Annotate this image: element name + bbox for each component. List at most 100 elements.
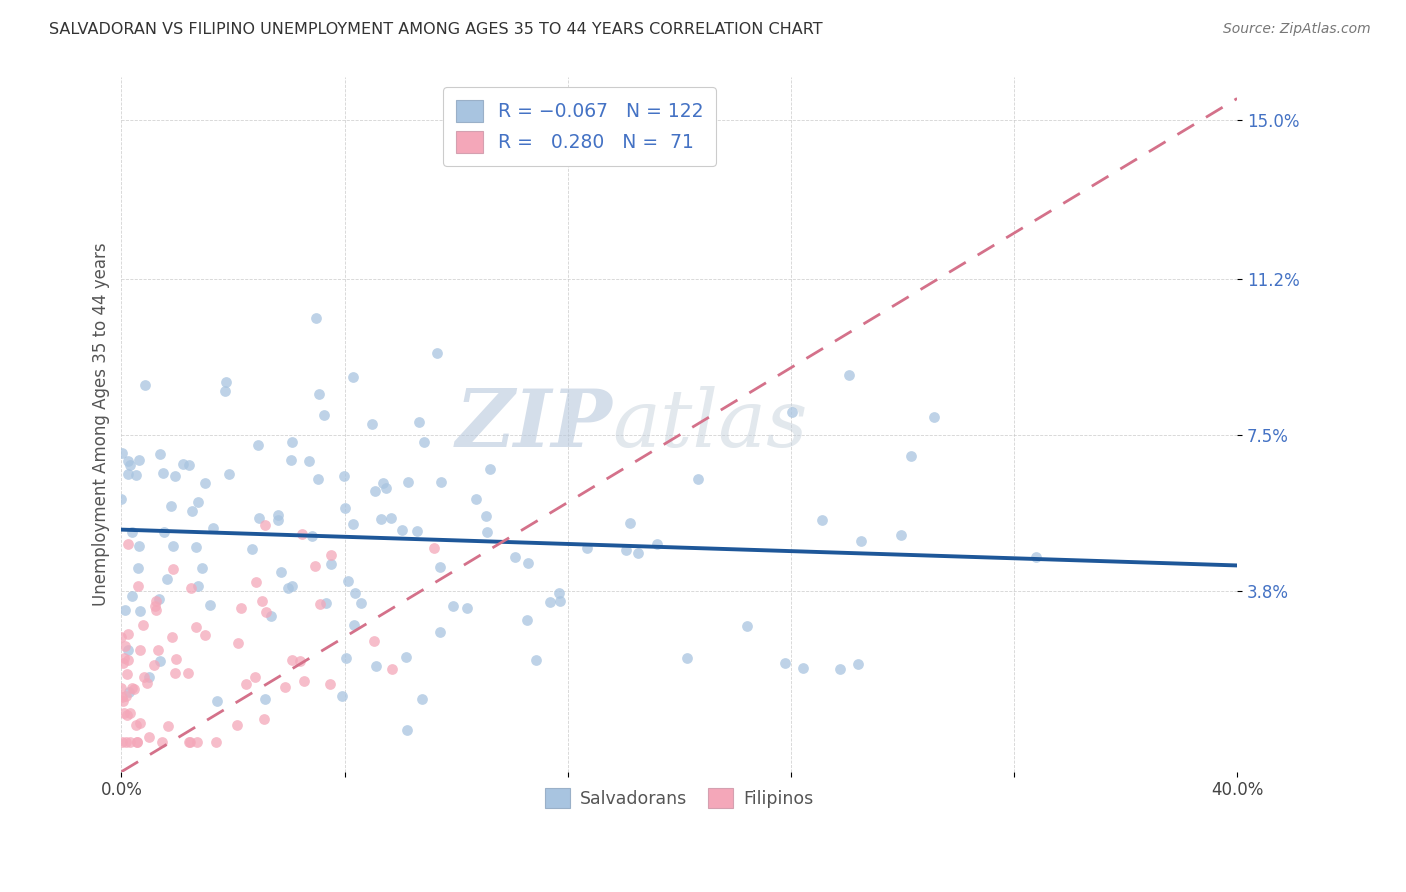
Point <box>163 469 186 483</box>
Point <box>117 627 139 641</box>
Point <box>179 735 201 749</box>
Point <box>117 667 139 681</box>
Point <box>408 415 430 429</box>
Point <box>117 467 139 482</box>
Point <box>184 540 207 554</box>
Point <box>889 528 911 542</box>
Point <box>111 735 134 749</box>
Point <box>319 557 342 571</box>
Point <box>292 674 315 689</box>
Point <box>274 680 297 694</box>
Point <box>291 527 314 541</box>
Point <box>846 657 869 672</box>
Point <box>172 458 194 472</box>
Point <box>247 438 270 452</box>
Point <box>112 706 135 721</box>
Point <box>319 677 342 691</box>
Point <box>191 560 214 574</box>
Point <box>138 731 160 745</box>
Point <box>380 510 402 524</box>
Point <box>900 450 922 464</box>
Point <box>426 346 449 360</box>
Point <box>187 579 209 593</box>
Point <box>148 592 170 607</box>
Point <box>179 735 201 749</box>
Point <box>315 596 337 610</box>
Point <box>125 467 148 482</box>
Point <box>288 654 311 668</box>
Point <box>110 630 132 644</box>
Point <box>456 600 478 615</box>
Point <box>429 625 451 640</box>
Point <box>335 501 357 516</box>
Point <box>619 516 641 531</box>
Point <box>118 685 141 699</box>
Point <box>148 643 170 657</box>
Point <box>160 630 183 644</box>
Point <box>688 472 710 486</box>
Point <box>838 368 860 382</box>
Point <box>396 475 419 490</box>
Point <box>412 434 434 449</box>
Legend: Salvadorans, Filipinos: Salvadorans, Filipinos <box>538 781 820 815</box>
Point <box>186 735 208 749</box>
Point <box>121 681 143 695</box>
Point <box>395 649 418 664</box>
Point <box>478 462 501 476</box>
Point <box>247 510 270 524</box>
Point <box>235 677 257 691</box>
Point <box>134 670 156 684</box>
Point <box>156 718 179 732</box>
Point <box>205 693 228 707</box>
Point <box>177 458 200 473</box>
Point <box>156 572 179 586</box>
Point <box>614 542 637 557</box>
Point <box>429 559 451 574</box>
Point <box>118 735 141 749</box>
Point <box>138 670 160 684</box>
Point <box>162 539 184 553</box>
Point <box>152 466 174 480</box>
Point <box>129 604 152 618</box>
Point <box>134 377 156 392</box>
Point <box>395 723 418 737</box>
Point <box>475 524 498 539</box>
Point <box>115 735 138 749</box>
Point <box>243 669 266 683</box>
Point <box>117 643 139 657</box>
Point <box>411 691 433 706</box>
Point <box>176 666 198 681</box>
Point <box>160 500 183 514</box>
Point <box>110 681 132 696</box>
Point <box>575 541 598 555</box>
Point <box>922 410 945 425</box>
Point <box>149 654 172 668</box>
Point <box>110 491 132 506</box>
Point <box>281 579 304 593</box>
Point <box>547 586 569 600</box>
Point <box>277 581 299 595</box>
Point <box>344 586 367 600</box>
Point <box>267 513 290 527</box>
Point <box>811 513 834 527</box>
Point <box>187 495 209 509</box>
Point <box>214 384 236 399</box>
Y-axis label: Unemployment Among Ages 35 to 44 years: Unemployment Among Ages 35 to 44 years <box>93 243 110 607</box>
Point <box>129 715 152 730</box>
Point <box>142 657 165 672</box>
Point <box>120 706 142 721</box>
Point <box>465 492 488 507</box>
Point <box>260 608 283 623</box>
Point <box>125 718 148 732</box>
Point <box>828 662 851 676</box>
Point <box>163 665 186 680</box>
Point <box>125 735 148 749</box>
Point <box>136 675 159 690</box>
Point <box>145 594 167 608</box>
Point <box>112 694 135 708</box>
Point <box>110 690 132 705</box>
Point <box>321 548 343 562</box>
Point <box>253 712 276 726</box>
Point <box>307 472 329 486</box>
Point <box>475 509 498 524</box>
